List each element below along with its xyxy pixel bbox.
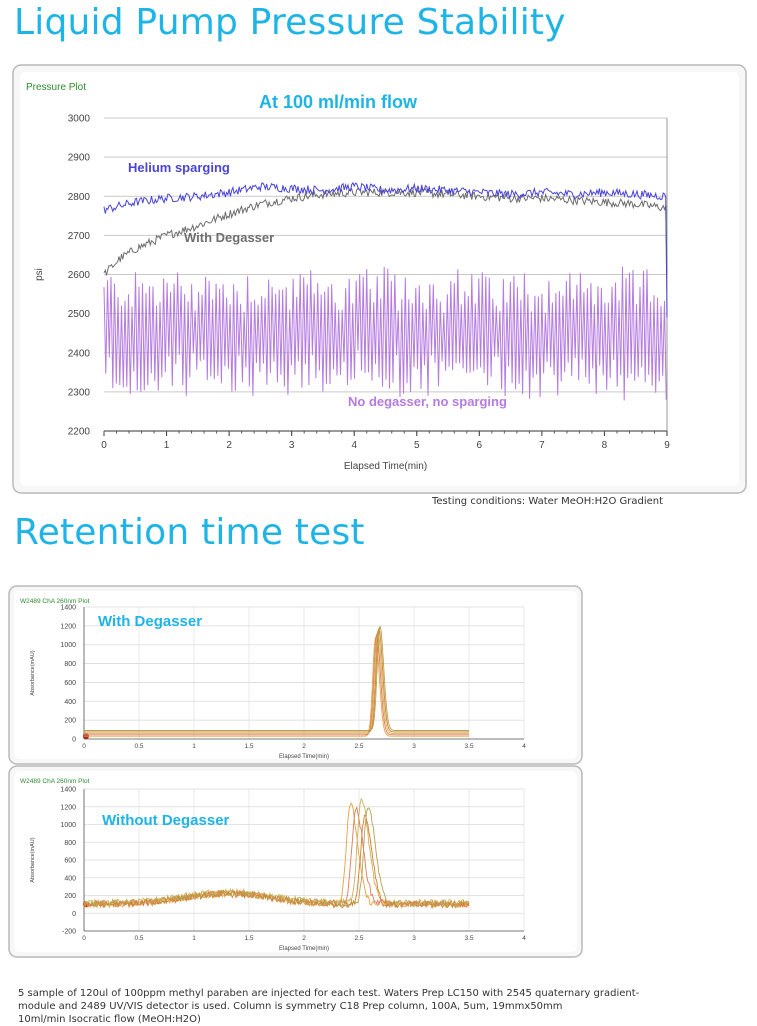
x-tick-label: 3.5: [464, 743, 473, 750]
page-title-retention: Retention time test: [14, 512, 365, 553]
y-tick-label: 2700: [68, 231, 91, 242]
y-tick-label: 2300: [68, 387, 91, 398]
panel-inner: [14, 591, 577, 759]
panel-inner: [20, 72, 739, 486]
y-tick-label: 2900: [68, 153, 91, 164]
footnote-line-3: 10ml/min Isocratic flow (MeOH:H2O): [18, 1014, 201, 1025]
y-tick-label: 200: [64, 893, 76, 900]
trace-line-2: [84, 633, 469, 736]
y-tick-label: 200: [64, 718, 76, 725]
panel-label: Pressure Plot: [26, 82, 86, 93]
x-axis-label: Elapsed Time(min): [344, 461, 427, 472]
x-tick-label: 0.5: [134, 935, 143, 942]
with-degasser-plot-panel: W2489 ChA 260nm Plot02004006008001000120…: [8, 585, 583, 765]
x-tick-label: 4: [351, 440, 357, 451]
panel-label: W2489 ChA 260nm Plot: [20, 778, 90, 785]
x-tick-label: 9: [664, 440, 670, 451]
chart-title: With Degasser: [98, 613, 202, 630]
x-tick-label: 3: [412, 743, 416, 750]
trace-line-3: [84, 630, 469, 734]
x-axis-label: Elapsed Time(min): [279, 754, 329, 760]
y-tick-label: 2800: [68, 192, 91, 203]
x-tick-label: 5: [414, 440, 420, 451]
x-tick-label: 4: [522, 743, 526, 750]
y-tick-label: 1200: [60, 623, 76, 630]
x-tick-label: 2.5: [354, 935, 363, 942]
x-tick-label: 3: [289, 440, 295, 451]
x-tick-label: 7: [539, 440, 545, 451]
x-tick-label: 1: [164, 440, 170, 451]
y-tick-label: 2200: [68, 427, 91, 438]
x-tick-label: 1: [192, 743, 196, 750]
y-tick-label: 2600: [68, 270, 91, 281]
x-tick-label: 0: [82, 743, 86, 750]
x-tick-label: 2: [226, 440, 232, 451]
y-axis-label: Absorbance(mAU): [30, 650, 36, 695]
footnote: 5 sample of 120ul of 100ppm methyl parab…: [18, 987, 658, 1026]
y-tick-label: 400: [64, 875, 76, 882]
trace-line-1: [84, 637, 469, 737]
y-tick-label: -200: [62, 929, 76, 936]
y-tick-label: 1400: [60, 605, 76, 612]
y-axis-label: Absorbance(mAU): [30, 837, 36, 882]
x-tick-label: 6: [477, 440, 483, 451]
y-tick-label: 3000: [68, 114, 91, 125]
y-axis-label: psi: [34, 268, 45, 281]
y-tick-label: 2400: [68, 348, 91, 359]
y-tick-label: 1200: [60, 804, 76, 811]
trace-line-4: [84, 628, 469, 733]
chart-title: At 100 ml/min flow: [259, 92, 418, 112]
y-tick-label: 0: [72, 737, 76, 744]
y-tick-label: 1400: [60, 787, 76, 794]
series-label-helium: Helium sparging: [128, 160, 230, 175]
x-tick-label: 4: [522, 935, 526, 942]
trace-line-5: [83, 807, 470, 909]
panel-inner: [14, 771, 577, 952]
x-tick-label: 1.5: [244, 935, 253, 942]
y-tick-label: 1000: [60, 642, 76, 649]
trace-line-5: [84, 625, 469, 731]
x-tick-label: 2: [302, 935, 306, 942]
series-label-degasser: With Degasser: [184, 230, 274, 245]
y-tick-label: 0: [72, 911, 76, 918]
x-tick-label: 2.5: [354, 743, 363, 750]
footnote-line-2: module and 2489 UV/VIS detector is used.…: [18, 1001, 563, 1012]
y-tick-label: 600: [64, 858, 76, 865]
x-tick-label: 1.5: [244, 743, 253, 750]
x-tick-label: 3: [412, 935, 416, 942]
y-tick-label: 400: [64, 699, 76, 706]
x-tick-label: 3.5: [464, 935, 473, 942]
y-tick-label: 1000: [60, 822, 76, 829]
without-degasser-plot-panel: W2489 ChA 260nm Plot-2000200400600800100…: [8, 765, 583, 958]
y-tick-label: 600: [64, 680, 76, 687]
x-tick-label: 2: [302, 743, 306, 750]
y-tick-label: 800: [64, 840, 76, 847]
x-tick-label: 0: [82, 935, 86, 942]
series-label-no-degasser: No degasser, no sparging: [348, 394, 507, 409]
series-line-helium: [103, 181, 668, 318]
chart-title: Without Degasser: [102, 812, 230, 829]
page-title-pressure: Liquid Pump Pressure Stability: [14, 2, 566, 43]
x-tick-label: 0.5: [134, 743, 143, 750]
y-tick-label: 2500: [68, 309, 91, 320]
trace-line-3: [83, 797, 470, 907]
series-line-no-degasser: [103, 266, 667, 401]
series-line-with-degasser: [103, 187, 668, 276]
x-axis-label: Elapsed Time(min): [279, 946, 329, 952]
panel-label: W2489 ChA 260nm Plot: [20, 598, 90, 605]
x-tick-label: 0: [101, 440, 107, 451]
footnote-line-1: 5 sample of 120ul of 100ppm methyl parab…: [18, 988, 640, 999]
testing-conditions-caption: Testing conditions: Water MeOH:H2O Gradi…: [432, 496, 664, 507]
pressure-plot-panel: Pressure Plot220023002400250026002700280…: [12, 64, 747, 494]
x-tick-label: 8: [602, 440, 608, 451]
x-tick-label: 1: [192, 935, 196, 942]
y-tick-label: 800: [64, 661, 76, 668]
